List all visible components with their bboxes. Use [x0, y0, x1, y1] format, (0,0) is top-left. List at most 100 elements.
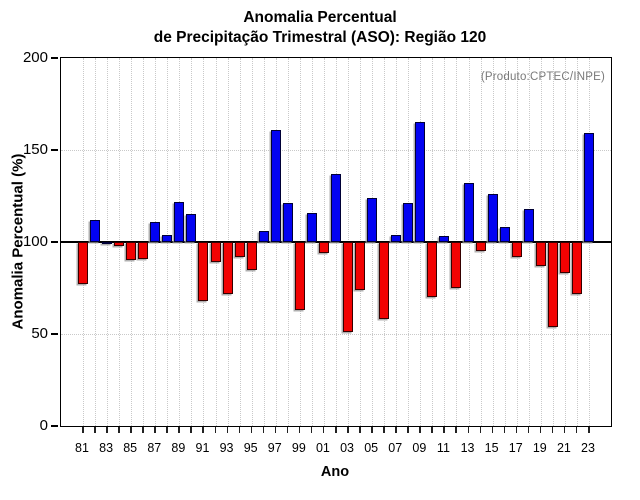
bar-96: [258, 230, 269, 242]
bar-03: [343, 242, 354, 333]
x-tick: [588, 426, 590, 433]
x-tick-label: 95: [243, 441, 258, 455]
bar-99: [294, 242, 305, 311]
x-axis-label: Ano: [320, 464, 350, 480]
x-tick: [407, 426, 409, 433]
y-tick-label: 150: [22, 141, 48, 158]
y-tick-label: 100: [22, 233, 48, 250]
x-tick-label: 01: [315, 441, 330, 455]
bar-21: [559, 242, 570, 274]
x-tick-label: 89: [171, 441, 186, 455]
bar-92: [210, 242, 221, 263]
x-tick-label: 85: [123, 441, 138, 455]
x-tick: [539, 426, 542, 433]
x-tick: [118, 426, 120, 433]
x-tick: [575, 426, 578, 433]
x-tick: [250, 426, 253, 433]
x-tick: [190, 426, 192, 433]
bar-08: [403, 203, 414, 242]
x-tick: [491, 426, 494, 433]
x-tick-label: 91: [195, 441, 210, 455]
x-tick: [383, 426, 385, 433]
chart-title: Anomalia Percentual de Precipitação Trim…: [0, 8, 640, 48]
x-tick-label: 13: [460, 441, 475, 455]
x-tick: [274, 426, 277, 433]
bar-22: [571, 242, 582, 294]
bar-87: [150, 221, 161, 242]
x-tick: [335, 426, 337, 433]
x-tick-label: 21: [556, 441, 571, 455]
x-tick: [94, 426, 96, 433]
bar-88: [162, 234, 173, 242]
bar-10: [427, 242, 438, 298]
x-tick-label: 11: [436, 441, 450, 455]
bar-13: [463, 183, 474, 242]
x-tick-label: 07: [388, 441, 403, 455]
y-tick: [51, 149, 58, 151]
x-tick-label: 87: [147, 441, 162, 455]
x-tick: [202, 426, 204, 433]
y-tick-label: 200: [22, 49, 48, 66]
bar-98: [282, 203, 293, 242]
bar-23: [584, 133, 594, 242]
x-tick-label: 83: [99, 441, 114, 455]
bar-82: [90, 219, 101, 242]
bar-83: [102, 242, 113, 244]
x-tick-label: 17: [508, 441, 523, 455]
x-tick: [551, 426, 554, 433]
x-tick: [503, 426, 506, 433]
source-annotation: (Produto:CPTEC/INPE): [480, 71, 605, 83]
bar-17: [511, 242, 522, 257]
x-tick: [214, 426, 217, 433]
bar-18: [523, 208, 534, 242]
bar-02: [331, 173, 341, 242]
x-tick-label: 03: [340, 441, 354, 455]
x-tick: [563, 426, 566, 433]
bar-12: [451, 242, 462, 288]
x-tick: [443, 426, 445, 433]
x-tick: [455, 426, 457, 433]
plot-area: (Produto:CPTEC/INPE): [60, 57, 612, 427]
bar-07: [391, 234, 402, 242]
bar-00: [306, 212, 317, 242]
bar-93: [222, 242, 233, 294]
bar-04: [355, 242, 366, 290]
bar-86: [138, 242, 149, 259]
x-tick: [238, 426, 241, 433]
bar-09: [415, 122, 426, 242]
bar-05: [367, 197, 378, 242]
x-tick: [82, 426, 84, 433]
baseline-100: [61, 241, 611, 243]
bar-15: [487, 194, 498, 242]
bar-20: [547, 242, 558, 327]
x-tick-label: 15: [484, 441, 499, 455]
x-tick: [262, 426, 265, 433]
y-tick: [51, 241, 58, 243]
bar-16: [499, 227, 510, 242]
x-tick-label: 81: [75, 441, 89, 455]
x-tick-label: 19: [532, 441, 547, 455]
bar-06: [379, 242, 390, 320]
x-tick-label: 99: [291, 441, 306, 455]
x-tick: [142, 426, 144, 433]
y-tick: [51, 333, 58, 335]
bar-01: [318, 242, 329, 254]
x-tick: [479, 426, 482, 433]
x-tick: [310, 426, 313, 433]
x-tick: [322, 426, 325, 433]
bar-19: [535, 242, 546, 266]
bar-97: [270, 129, 281, 242]
bar-81: [78, 242, 88, 285]
y-tick: [51, 57, 58, 59]
chart-title-line1: Anomalia Percentual: [243, 9, 397, 26]
bar-11: [439, 236, 450, 242]
x-tick-label: 97: [267, 441, 282, 455]
x-tick: [298, 426, 301, 433]
y-tick-label: 0: [39, 417, 48, 434]
x-tick: [166, 426, 168, 433]
bar-89: [174, 201, 185, 242]
horizontal-gridline: [61, 150, 611, 151]
x-tick: [347, 426, 349, 433]
x-tick: [106, 426, 108, 433]
